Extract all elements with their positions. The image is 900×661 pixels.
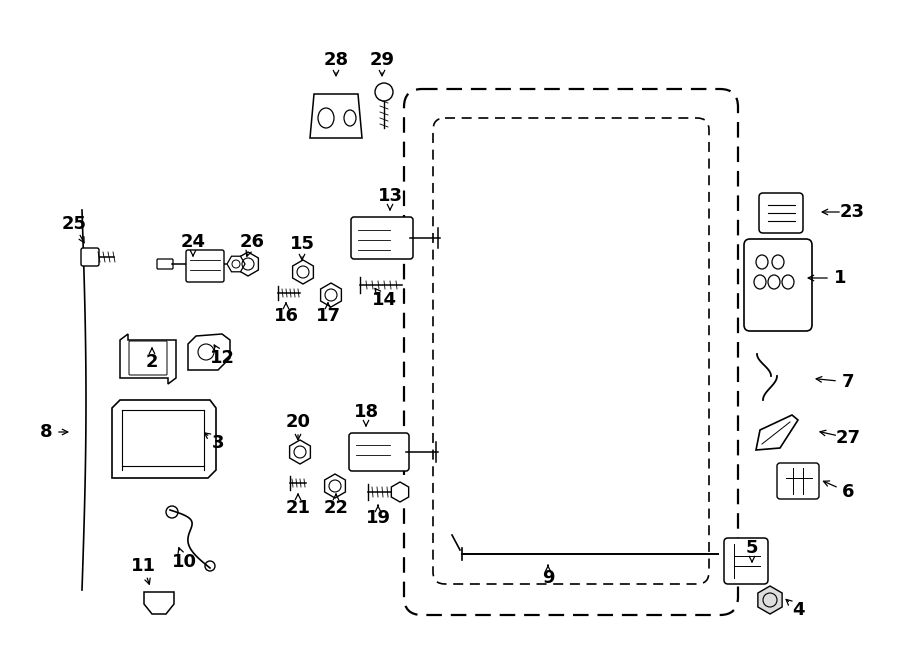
Text: 6: 6 bbox=[842, 483, 854, 501]
Polygon shape bbox=[120, 334, 176, 384]
Text: 22: 22 bbox=[323, 499, 348, 517]
Polygon shape bbox=[320, 283, 341, 307]
FancyBboxPatch shape bbox=[351, 217, 413, 259]
Polygon shape bbox=[392, 482, 409, 502]
FancyBboxPatch shape bbox=[724, 538, 768, 584]
Text: 29: 29 bbox=[370, 51, 394, 69]
Polygon shape bbox=[325, 474, 346, 498]
FancyBboxPatch shape bbox=[186, 250, 224, 282]
Text: 18: 18 bbox=[354, 403, 379, 421]
Text: 14: 14 bbox=[372, 291, 397, 309]
Text: 12: 12 bbox=[210, 349, 235, 367]
Text: 9: 9 bbox=[542, 569, 554, 587]
Text: 26: 26 bbox=[239, 233, 265, 251]
Text: 10: 10 bbox=[172, 553, 196, 571]
Text: 2: 2 bbox=[146, 353, 158, 371]
Text: 23: 23 bbox=[840, 203, 865, 221]
Text: 21: 21 bbox=[285, 499, 310, 517]
Text: 16: 16 bbox=[274, 307, 299, 325]
Circle shape bbox=[375, 83, 393, 101]
FancyBboxPatch shape bbox=[777, 463, 819, 499]
Text: 13: 13 bbox=[377, 187, 402, 205]
Text: 15: 15 bbox=[290, 235, 314, 253]
Text: 24: 24 bbox=[181, 233, 205, 251]
Polygon shape bbox=[112, 400, 216, 478]
Text: 5: 5 bbox=[746, 539, 758, 557]
Polygon shape bbox=[144, 592, 174, 614]
Text: 27: 27 bbox=[835, 429, 860, 447]
Text: 20: 20 bbox=[285, 413, 310, 431]
Polygon shape bbox=[238, 252, 258, 276]
FancyBboxPatch shape bbox=[157, 259, 173, 269]
Text: 11: 11 bbox=[130, 557, 156, 575]
FancyBboxPatch shape bbox=[759, 193, 803, 233]
Polygon shape bbox=[290, 440, 310, 464]
Text: 4: 4 bbox=[792, 601, 805, 619]
Polygon shape bbox=[188, 334, 230, 370]
Polygon shape bbox=[756, 415, 798, 450]
Polygon shape bbox=[292, 260, 313, 284]
FancyBboxPatch shape bbox=[81, 248, 99, 266]
Text: 8: 8 bbox=[40, 423, 52, 441]
Text: 7: 7 bbox=[842, 373, 854, 391]
Text: 19: 19 bbox=[365, 509, 391, 527]
Text: 25: 25 bbox=[61, 215, 86, 233]
Polygon shape bbox=[310, 94, 362, 138]
Polygon shape bbox=[227, 256, 245, 272]
Text: 17: 17 bbox=[316, 307, 340, 325]
Text: 3: 3 bbox=[212, 434, 224, 452]
FancyBboxPatch shape bbox=[744, 239, 812, 331]
Polygon shape bbox=[758, 586, 782, 614]
Text: 28: 28 bbox=[323, 51, 348, 69]
Text: 1: 1 bbox=[833, 269, 846, 287]
FancyBboxPatch shape bbox=[349, 433, 409, 471]
